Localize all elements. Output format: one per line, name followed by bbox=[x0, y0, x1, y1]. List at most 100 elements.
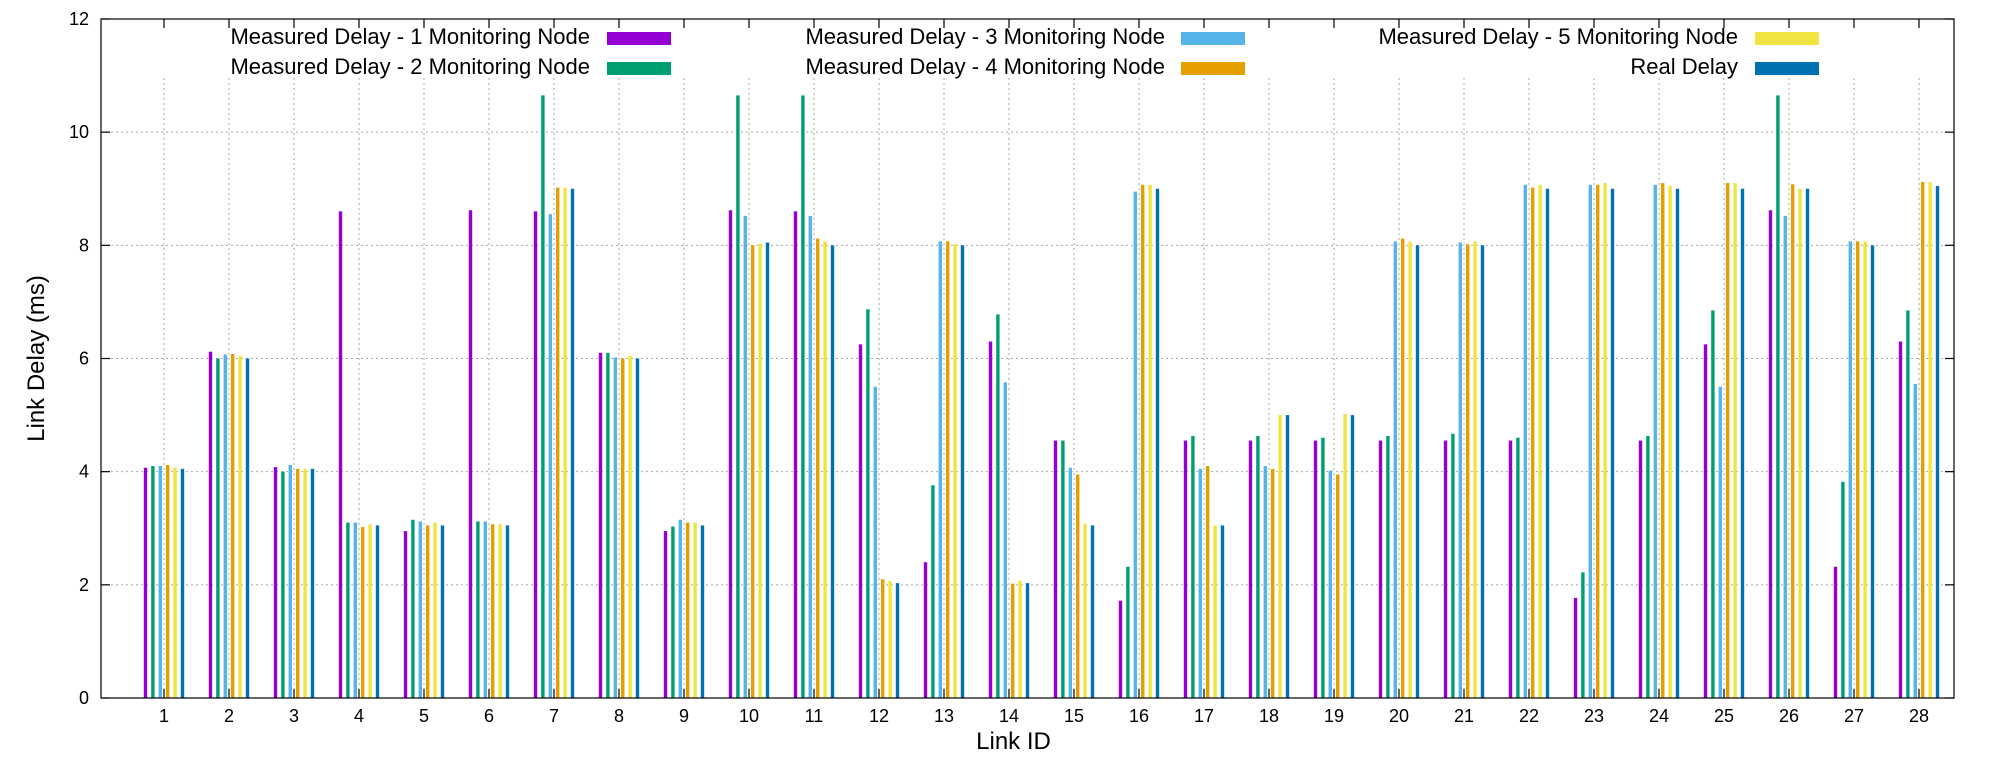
bar-series-3-link-9 bbox=[678, 519, 682, 698]
bar-series-2-link-19 bbox=[1321, 437, 1325, 698]
x-tick-label: 4 bbox=[354, 706, 364, 726]
bar-series-5-link-3 bbox=[303, 468, 307, 698]
bar-series-2-link-25 bbox=[1711, 310, 1715, 698]
y-tick-label: 12 bbox=[69, 9, 89, 29]
bar-series-2-link-13 bbox=[931, 485, 935, 698]
x-tick-label: 3 bbox=[289, 706, 299, 726]
bar-series-5-link-15 bbox=[1083, 523, 1087, 698]
bar-series-2-link-22 bbox=[1516, 437, 1520, 698]
bar-series-2-link-11 bbox=[801, 95, 805, 698]
bar-series-5-link-18 bbox=[1278, 415, 1282, 698]
bar-series-3-link-4 bbox=[353, 522, 357, 698]
x-tick-label: 11 bbox=[805, 706, 824, 726]
bar-series-1-link-9 bbox=[663, 531, 668, 698]
bar-series-2-link-15 bbox=[1061, 440, 1065, 698]
bar-series-4-link-23 bbox=[1596, 184, 1600, 699]
x-tick-label: 17 bbox=[1194, 706, 1214, 726]
legend-swatch bbox=[607, 32, 671, 45]
bar-series-4-link-18 bbox=[1271, 468, 1275, 698]
bar-series-4-link-17 bbox=[1206, 466, 1210, 698]
legend-item-3: Measured Delay - 3 Monitoring Node bbox=[805, 24, 1245, 49]
bar-series-5-link-26 bbox=[1798, 188, 1802, 698]
bar-series-6-link-19 bbox=[1350, 415, 1355, 698]
bar-series-5-link-7 bbox=[563, 187, 567, 698]
bar-series-5-link-16 bbox=[1148, 184, 1152, 699]
bar-series-4-link-1 bbox=[166, 464, 170, 698]
y-axis-title: Link Delay (ms) bbox=[23, 275, 50, 442]
bar-series-1-link-8 bbox=[598, 352, 603, 698]
legend-item-4: Measured Delay - 4 Monitoring Node bbox=[805, 54, 1245, 79]
bar-series-6-link-25 bbox=[1740, 188, 1745, 698]
bar-series-1-link-10 bbox=[728, 210, 733, 698]
bar-series-6-link-10 bbox=[765, 242, 770, 698]
bar-series-1-link-28 bbox=[1898, 341, 1903, 698]
legend-item-2: Measured Delay - 2 Monitoring Node bbox=[230, 54, 671, 79]
bar-series-4-link-19 bbox=[1336, 474, 1340, 698]
x-tick-label: 26 bbox=[1779, 706, 1799, 726]
bar-series-6-link-21 bbox=[1480, 245, 1485, 698]
bars bbox=[143, 95, 1940, 699]
bar-series-1-link-14 bbox=[988, 341, 993, 698]
bar-series-3-link-3 bbox=[288, 464, 292, 698]
bar-series-1-link-12 bbox=[858, 344, 863, 698]
bar-series-2-link-24 bbox=[1646, 436, 1650, 698]
bar-series-5-link-25 bbox=[1733, 183, 1737, 699]
bar-series-4-link-20 bbox=[1401, 238, 1405, 699]
bar-series-5-link-22 bbox=[1538, 184, 1542, 699]
bar-series-2-link-14 bbox=[996, 314, 1000, 698]
bar-series-1-link-26 bbox=[1768, 210, 1773, 698]
bar-series-5-link-4 bbox=[368, 524, 372, 698]
bar-series-3-link-24 bbox=[1653, 184, 1657, 699]
bar-series-2-link-18 bbox=[1256, 436, 1260, 698]
bar-series-6-link-23 bbox=[1610, 188, 1615, 698]
bar-series-4-link-14 bbox=[1011, 583, 1015, 698]
bar-series-5-link-6 bbox=[498, 524, 502, 698]
bar-series-4-link-27 bbox=[1856, 241, 1860, 698]
legend-label: Measured Delay - 5 Monitoring Node bbox=[1378, 24, 1738, 49]
bar-series-6-link-24 bbox=[1675, 188, 1680, 698]
bar-series-5-link-14 bbox=[1018, 580, 1022, 698]
bar-series-2-link-26 bbox=[1776, 95, 1780, 698]
bar-series-4-link-21 bbox=[1466, 244, 1470, 698]
bar-series-3-link-5 bbox=[418, 521, 422, 698]
legend-label: Measured Delay - 2 Monitoring Node bbox=[230, 54, 590, 79]
x-tick-label: 21 bbox=[1454, 706, 1474, 726]
bar-series-1-link-4 bbox=[338, 211, 343, 698]
legend: Measured Delay - 1 Monitoring Node Measur… bbox=[230, 24, 1819, 79]
bar-series-2-link-28 bbox=[1906, 310, 1910, 698]
x-tick-label: 15 bbox=[1064, 706, 1084, 726]
bar-series-4-link-4 bbox=[361, 527, 365, 698]
bar-series-5-link-19 bbox=[1343, 413, 1347, 698]
bar-series-4-link-24 bbox=[1661, 183, 1665, 699]
bar-series-1-link-17 bbox=[1183, 440, 1188, 698]
legend-item-1: Measured Delay - 1 Monitoring Node bbox=[230, 24, 671, 49]
bar-series-4-link-11 bbox=[816, 238, 820, 699]
x-tick-label: 25 bbox=[1714, 706, 1734, 726]
bar-series-3-link-8 bbox=[613, 357, 617, 698]
bar-series-4-link-15 bbox=[1076, 474, 1080, 698]
bar-series-5-link-28 bbox=[1928, 181, 1932, 698]
bar-series-3-link-14 bbox=[1003, 382, 1007, 698]
bar-series-2-link-3 bbox=[281, 471, 285, 698]
x-tick-label: 18 bbox=[1259, 706, 1279, 726]
bar-series-4-link-2 bbox=[231, 353, 235, 698]
bar-series-6-link-26 bbox=[1805, 188, 1810, 698]
bar-series-3-link-2 bbox=[223, 354, 227, 698]
bar-series-2-link-23 bbox=[1581, 572, 1585, 698]
bar-series-1-link-13 bbox=[923, 562, 928, 698]
bar-series-5-link-27 bbox=[1863, 241, 1867, 698]
x-axis-title: Link ID bbox=[976, 728, 1051, 755]
x-tick-label: 22 bbox=[1519, 706, 1539, 726]
bar-series-5-link-9 bbox=[693, 522, 697, 698]
bar-series-2-link-12 bbox=[866, 309, 870, 698]
bar-series-4-link-6 bbox=[491, 524, 495, 698]
y-tick-label: 8 bbox=[79, 235, 89, 255]
bar-series-4-link-28 bbox=[1921, 181, 1925, 698]
bar-series-5-link-12 bbox=[888, 580, 892, 698]
bar-series-3-link-7 bbox=[548, 214, 552, 698]
bar-series-2-link-2 bbox=[216, 358, 220, 698]
bar-series-3-link-21 bbox=[1458, 242, 1462, 698]
bar-series-3-link-1 bbox=[158, 466, 162, 698]
